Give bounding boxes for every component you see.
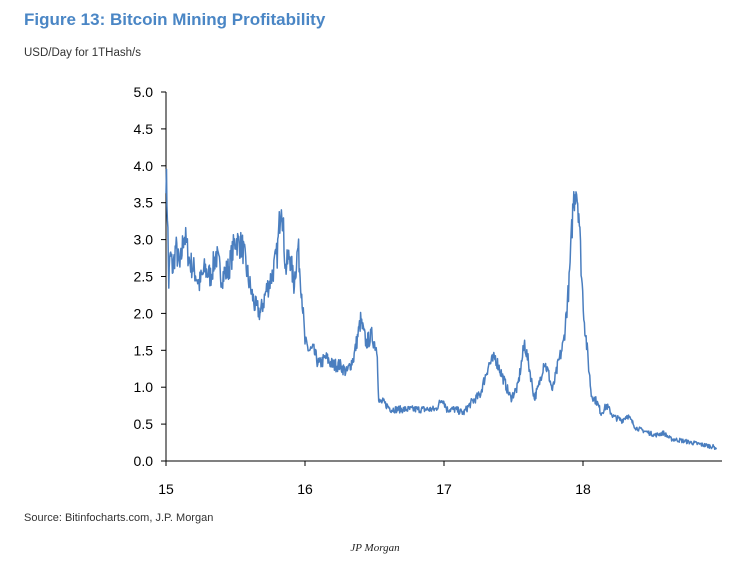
credit-watermark: JP Morgan <box>350 542 400 554</box>
x-tick-label: 18 <box>575 481 591 497</box>
plot-area <box>165 168 718 451</box>
series-line <box>165 168 718 451</box>
y-tick-label: 4.5 <box>134 121 154 137</box>
source-note: Source: Bitinfocharts.com, J.P. Morgan <box>24 512 214 524</box>
y-tick-label: 3.0 <box>134 232 154 248</box>
y-tick-label: 2.0 <box>134 305 154 321</box>
y-tick-label: 0.5 <box>134 416 154 432</box>
x-tick-label: 16 <box>297 481 313 497</box>
y-tick-label: 1.0 <box>134 379 154 395</box>
chart-title: Figure 13: Bitcoin Mining Profitability <box>24 10 326 29</box>
axes <box>161 91 722 466</box>
tick-labels: 0.0 0.5 1.0 1.5 2.0 2.5 3.0 3.5 4.0 4.5 5.0 15 16 17 1… <box>134 84 591 497</box>
y-tick-label: 0.0 <box>134 453 154 469</box>
y-tick-label: 2.5 <box>134 269 154 285</box>
y-axis-unit-label: USD/Day for 1THash/s <box>24 47 141 59</box>
x-tick-label: 17 <box>436 481 452 497</box>
y-tick-label: 4.0 <box>134 158 154 174</box>
y-tick-label: 1.5 <box>134 342 154 358</box>
y-tick-label: 3.5 <box>134 195 154 211</box>
y-tick-label: 5.0 <box>134 84 154 100</box>
x-tick-label: 15 <box>158 481 174 497</box>
